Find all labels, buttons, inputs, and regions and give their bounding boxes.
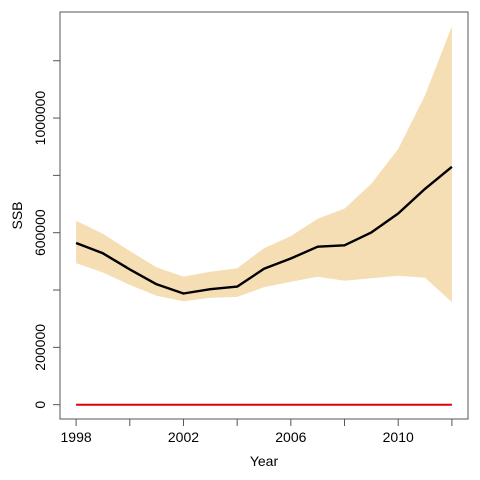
y-axis: 0 200000 600000 1000000 — [32, 60, 60, 409]
y-tick-label: 600000 — [32, 209, 48, 256]
y-tick-label: 0 — [32, 401, 48, 409]
y-axis-title: SSB — [9, 201, 25, 229]
x-tick-label: 2010 — [383, 429, 414, 445]
x-tick-label: 1998 — [61, 429, 92, 445]
x-axis: 1998 2002 2006 2010 — [61, 419, 453, 445]
y-tick-label: 200000 — [32, 324, 48, 371]
ssb-estimate-line — [75, 165, 453, 295]
confidence-band — [76, 26, 452, 303]
plot-frame — [59, 11, 469, 420]
x-tick-label: 2006 — [275, 429, 306, 445]
x-axis-title: Year — [250, 453, 279, 469]
x-tick-label: 2002 — [168, 429, 199, 445]
y-tick-label: 1000000 — [32, 91, 48, 146]
